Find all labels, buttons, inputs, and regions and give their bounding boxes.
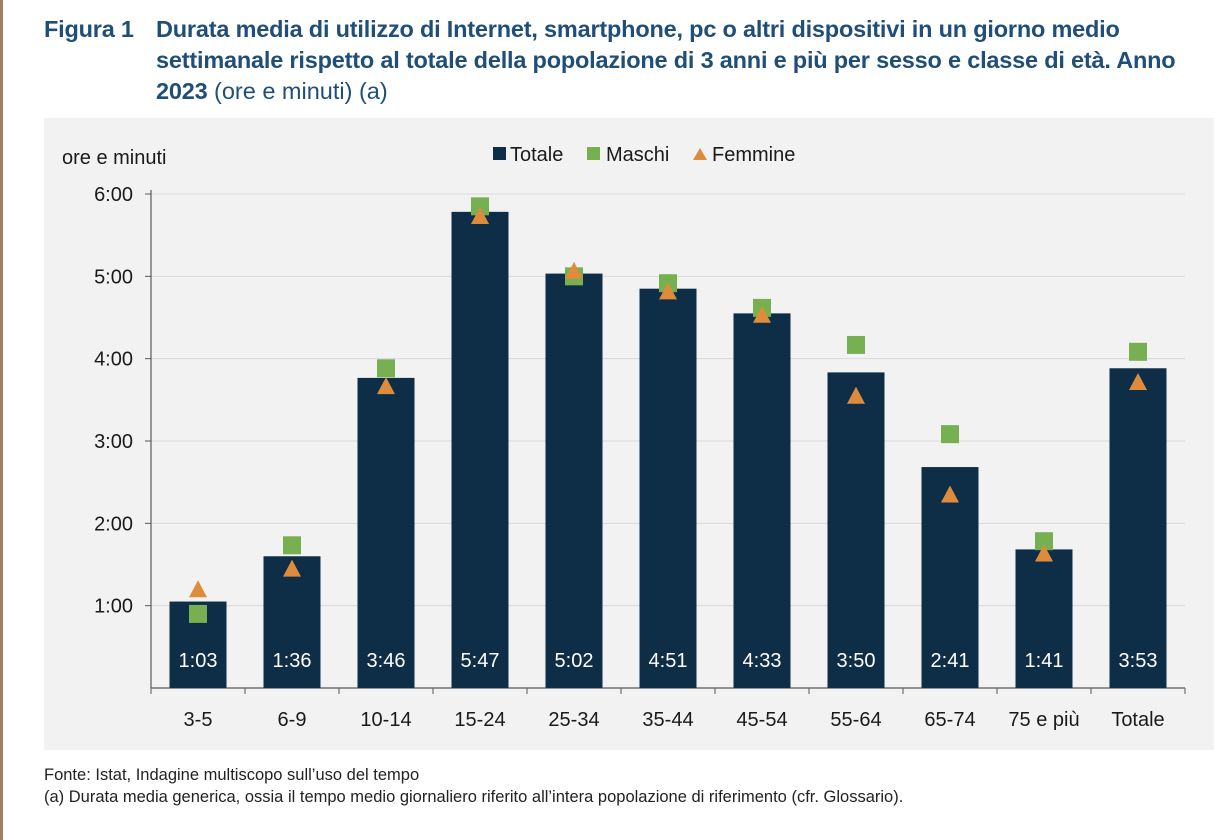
x-tick-label: 15-24 — [454, 709, 505, 731]
bar-value-label: 1:41 — [1025, 650, 1064, 672]
figure-label: Figura 1 — [44, 16, 134, 42]
y-tick-label: 3:00 — [94, 431, 133, 453]
y-tick-label: 2:00 — [94, 513, 133, 535]
bar-totale — [921, 467, 979, 688]
bar-value-label: 4:33 — [743, 650, 782, 672]
bar-value-label: 5:02 — [555, 650, 594, 672]
y-axis-title: ore e minuti — [62, 147, 167, 169]
bar-totale — [827, 372, 885, 688]
bar-totale — [1015, 549, 1073, 688]
bar-value-label: 1:36 — [273, 650, 312, 672]
axes: 1:00 2:00 3:00 4:00 5:00 6:00 ore e minuti 3-5 6… — [62, 147, 1186, 731]
legend-totale-swatch — [493, 147, 506, 160]
y-tick-label: 1:00 — [94, 596, 133, 618]
bar-value-label: 1:03 — [179, 650, 218, 672]
marker-femmine — [941, 485, 959, 503]
marker-femmine — [283, 559, 301, 577]
x-tick-label: 10-14 — [360, 709, 411, 731]
marker-maschi — [189, 604, 207, 623]
y-tick-label: 6:00 — [94, 184, 133, 206]
marker-femmine — [659, 282, 677, 300]
page-left-rule — [0, 0, 3, 840]
x-tick-label: 65-74 — [924, 709, 975, 731]
bar-totale — [545, 273, 603, 688]
marker-maschi — [847, 335, 865, 354]
bar-totale — [733, 313, 791, 688]
bars — [169, 211, 1167, 688]
legend-femmine-label: Femmine — [712, 144, 795, 166]
x-tick-label: 75 e più — [1008, 709, 1079, 731]
marker-maschi — [1129, 342, 1147, 361]
x-tick-label: 55-64 — [830, 709, 881, 731]
marker-femmine — [1035, 544, 1053, 562]
legend-femmine-swatch — [693, 148, 707, 160]
bar-value-label: 4:51 — [649, 650, 688, 672]
bar-value-label: 3:50 — [837, 650, 876, 672]
marker-femmine — [189, 580, 207, 598]
x-tick-label: 35-44 — [642, 709, 693, 731]
bar-totale — [451, 211, 509, 688]
marker-femmine — [847, 386, 865, 404]
marker-maschi — [471, 197, 489, 216]
note-a: (a) Durata media generica, ossia il temp… — [44, 788, 904, 806]
marker-femmine — [471, 206, 489, 224]
marker-femmine — [565, 261, 583, 279]
bar-totale — [263, 556, 321, 688]
bar-chart: 1:00 2:00 3:00 4:00 5:00 6:00 ore e minuti 3-5 6… — [62, 144, 1186, 731]
data-labels: 1:03 1:36 3:46 5:47 5:02 4:51 4:33 3:50 2:41 1:41… — [179, 650, 1158, 672]
bar-value-label: 3:53 — [1119, 650, 1158, 672]
footnotes: Fonte: Istat, Indagine multiscopo sull’u… — [44, 764, 1214, 808]
y-tick-label: 5:00 — [94, 266, 133, 288]
legend-maschi-swatch — [587, 147, 600, 160]
figure-title-main: Durata media di utilizzo di Internet, sm… — [156, 16, 1176, 104]
marker-femmine — [1129, 372, 1147, 390]
chart-panel: 1:00 2:00 3:00 4:00 5:00 6:00 ore e minuti 3-5 6… — [44, 118, 1214, 750]
marker-maschi — [377, 359, 395, 378]
markers — [189, 197, 1147, 623]
figure-title-units: (ore e minuti) (a) — [207, 78, 388, 104]
y-tick-label: 4:00 — [94, 349, 133, 371]
marker-maschi — [283, 536, 301, 555]
marker-maschi — [1035, 532, 1053, 551]
x-tick-label: Totale — [1111, 709, 1164, 731]
legend: Totale Maschi Femmine — [493, 144, 795, 166]
source-note: Fonte: Istat, Indagine multiscopo sull’u… — [44, 766, 420, 784]
marker-femmine — [753, 305, 771, 323]
figure-title: Figura 1 Durata media di utilizzo di Int… — [44, 14, 1214, 107]
bar-value-label: 5:47 — [461, 650, 500, 672]
bar-value-label: 3:46 — [367, 650, 406, 672]
marker-maschi — [941, 425, 959, 444]
legend-totale-label: Totale — [510, 144, 563, 166]
bar-totale — [357, 377, 415, 688]
figure-title-text: Durata media di utilizzo di Internet, sm… — [156, 14, 1214, 107]
x-tick-label: 3-5 — [184, 709, 213, 731]
x-tick-label: 45-54 — [736, 709, 787, 731]
bar-totale — [1109, 368, 1167, 688]
marker-femmine — [377, 377, 395, 395]
x-tick-label: 6-9 — [278, 709, 307, 731]
x-tick-label: 25-34 — [548, 709, 599, 731]
bar-value-label: 2:41 — [931, 650, 970, 672]
legend-maschi-label: Maschi — [606, 144, 669, 166]
bar-totale — [639, 288, 697, 688]
